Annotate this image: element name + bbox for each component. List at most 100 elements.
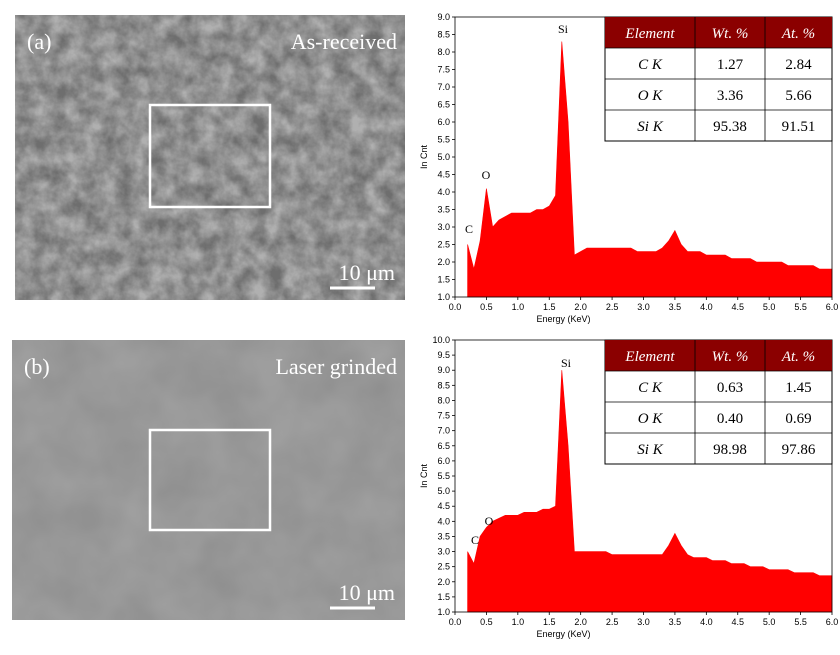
y-tick-label: 2.5 (437, 562, 450, 572)
y-tick-label: 1.0 (437, 607, 450, 617)
scale-bar-label: 10 μm (339, 580, 395, 605)
x-tick-label: 2.5 (606, 617, 619, 627)
table-cell: C K (638, 380, 663, 396)
table-cell: 3.36 (717, 88, 744, 104)
x-tick-label: 6.0 (826, 617, 839, 627)
table-cell: O K (638, 411, 664, 427)
x-tick-label: 1.0 (512, 617, 525, 627)
peak-label: C (471, 533, 479, 547)
x-tick-label: 3.5 (669, 617, 682, 627)
x-tick-label: 3.0 (637, 617, 650, 627)
x-tick-label: 3.0 (637, 302, 650, 312)
peak-label: O (482, 168, 491, 182)
y-tick-label: 9.0 (437, 12, 450, 22)
table-cell: 1.45 (785, 380, 811, 396)
y-tick-label: 7.0 (437, 426, 450, 436)
table-cell: Si K (637, 442, 663, 458)
x-tick-label: 6.0 (826, 302, 839, 312)
table-cell: 97.86 (782, 442, 816, 458)
table-cell: O K (638, 88, 664, 104)
panel-label: (a) (27, 29, 51, 54)
table-cell: 0.40 (717, 411, 743, 427)
x-tick-label: 2.0 (574, 302, 587, 312)
table-cell: 2.84 (785, 57, 812, 73)
x-tick-label: 0.0 (449, 617, 462, 627)
y-tick-label: 5.0 (437, 486, 450, 496)
table-header: At. % (781, 349, 815, 365)
x-tick-label: 0.0 (449, 302, 462, 312)
figure: (a) As-received 10 μm 1.0 1.5 2.0 2.5 3.0 3.5 4.0… (0, 0, 840, 655)
table-header: Wt. % (712, 349, 749, 365)
table-cell: 91.51 (782, 119, 816, 135)
y-tick-label: 3.0 (437, 547, 450, 557)
y-tick-label: 5.5 (437, 471, 450, 481)
y-tick-label: 7.5 (437, 65, 450, 75)
table-header: Element (624, 349, 675, 365)
table-cell: 0.63 (717, 380, 743, 396)
table-cell: 5.66 (785, 88, 812, 104)
x-tick-label: 1.5 (543, 617, 556, 627)
sem-texture (15, 15, 405, 300)
x-tick-label: 5.0 (763, 617, 776, 627)
y-tick-label: 3.5 (437, 531, 450, 541)
y-tick-label: 5.0 (437, 152, 450, 162)
y-tick-label: 9.5 (437, 350, 450, 360)
x-tick-label: 1.0 (512, 302, 525, 312)
y-tick-label: 8.0 (437, 47, 450, 57)
y-tick-label: 4.5 (437, 170, 450, 180)
x-tick-label: 5.5 (794, 302, 807, 312)
y-tick-label: 8.5 (437, 380, 450, 390)
x-tick-label: 5.0 (763, 302, 776, 312)
table-header: Wt. % (712, 26, 749, 42)
x-tick-label: 4.0 (700, 617, 713, 627)
y-tick-label: 2.0 (437, 577, 450, 587)
y-tick-label: 7.0 (437, 82, 450, 92)
y-tick-label: 6.5 (437, 441, 450, 451)
x-tick-label: 0.5 (480, 302, 493, 312)
x-tick-label: 2.0 (574, 617, 587, 627)
table-cell: C K (638, 57, 663, 73)
y-tick-label: 7.5 (437, 411, 450, 421)
y-tick-label: 4.0 (437, 187, 450, 197)
table-cell: 1.27 (717, 57, 744, 73)
y-tick-label: 4.0 (437, 516, 450, 526)
x-tick-label: 3.5 (669, 302, 682, 312)
y-tick-label: 1.5 (437, 275, 450, 285)
y-axis-label: In Cnt (419, 144, 429, 169)
y-axis-label: In Cnt (419, 463, 429, 488)
table-cell: 98.98 (713, 442, 747, 458)
x-tick-label: 1.5 (543, 302, 556, 312)
peak-label: Si (561, 356, 572, 370)
x-tick-label: 5.5 (794, 617, 807, 627)
table-header: At. % (781, 26, 815, 42)
panel-caption: Laser grinded (275, 354, 397, 379)
peak-label: O (485, 514, 494, 528)
panel-caption: As-received (291, 29, 397, 54)
y-tick-label: 2.0 (437, 257, 450, 267)
y-tick-label: 2.5 (437, 240, 450, 250)
x-tick-label: 2.5 (606, 302, 619, 312)
peak-label: C (465, 222, 473, 236)
y-tick-label: 6.0 (437, 456, 450, 466)
peak-label: Si (558, 22, 569, 36)
y-tick-label: 4.5 (437, 501, 450, 511)
y-tick-label: 1.0 (437, 292, 450, 302)
scale-bar-label: 10 μm (339, 260, 395, 285)
y-tick-label: 6.0 (437, 117, 450, 127)
x-axis-label: Energy (KeV) (536, 314, 590, 324)
y-tick-label: 8.5 (437, 30, 450, 40)
x-tick-label: 4.0 (700, 302, 713, 312)
y-tick-label: 8.0 (437, 395, 450, 405)
table-cell: 0.69 (785, 411, 811, 427)
x-tick-label: 4.5 (731, 302, 744, 312)
x-tick-label: 4.5 (731, 617, 744, 627)
y-tick-label: 5.5 (437, 135, 450, 145)
y-tick-label: 9.0 (437, 365, 450, 375)
table-cell: Si K (637, 119, 663, 135)
panel-label: (b) (24, 354, 50, 379)
table-cell: 95.38 (713, 119, 747, 135)
y-tick-label: 1.5 (437, 592, 450, 602)
y-tick-label: 10.0 (432, 335, 450, 345)
x-tick-label: 0.5 (480, 617, 493, 627)
y-tick-label: 6.5 (437, 100, 450, 110)
